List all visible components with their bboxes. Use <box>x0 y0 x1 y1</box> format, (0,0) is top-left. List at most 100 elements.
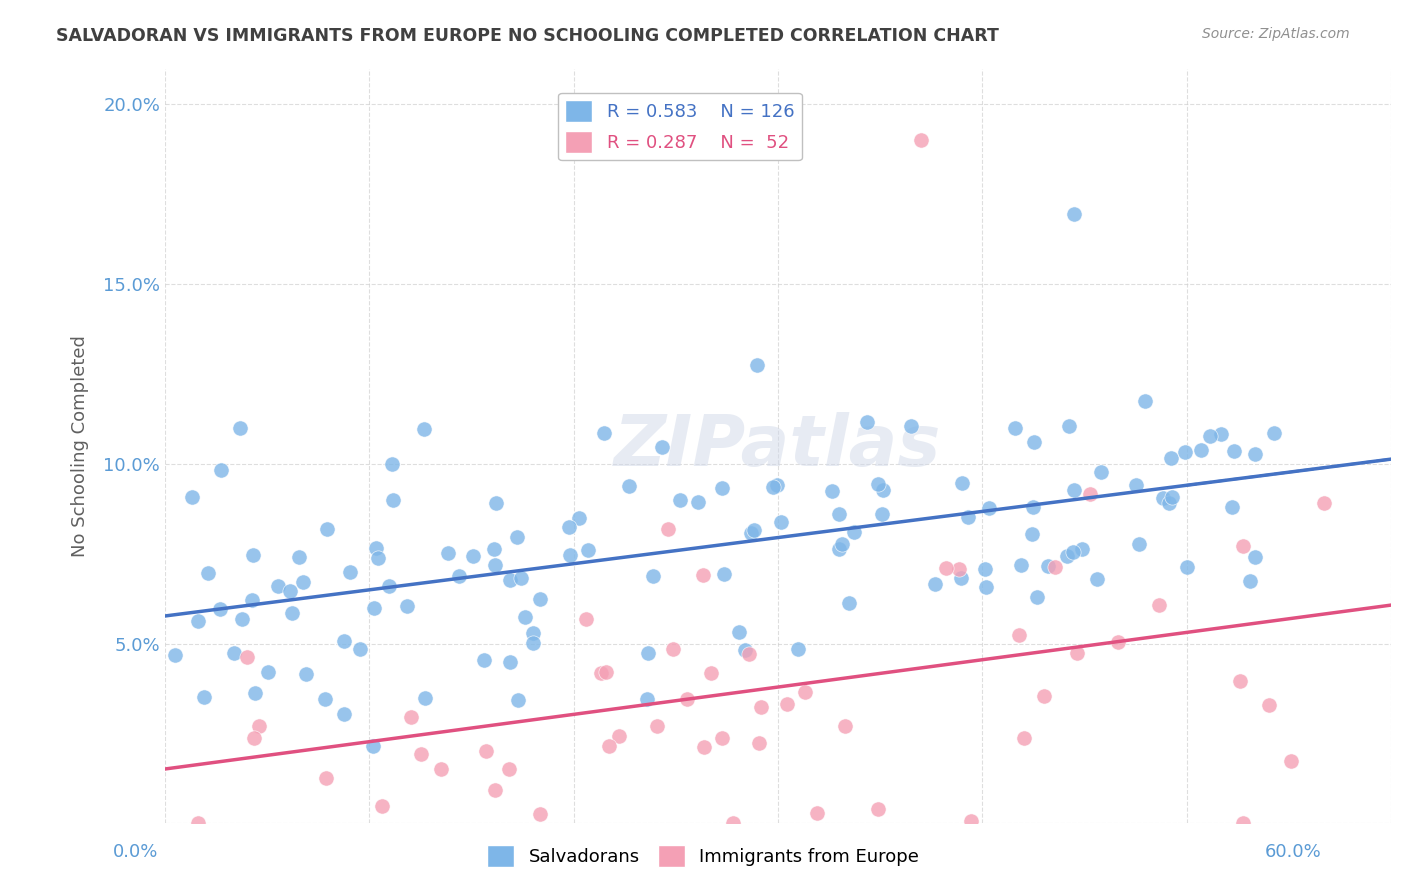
Point <box>1220 500 1243 514</box>
Point <box>960 814 983 829</box>
Point <box>744 523 766 537</box>
Point <box>1045 559 1067 574</box>
Point <box>361 739 384 753</box>
Point <box>181 490 204 504</box>
Point <box>381 458 404 472</box>
Point <box>765 477 787 491</box>
Point <box>974 580 997 594</box>
Point <box>1057 419 1080 434</box>
Point <box>870 508 893 522</box>
Point <box>1078 487 1101 501</box>
Point <box>686 495 709 509</box>
Point <box>242 548 264 562</box>
Point <box>770 516 793 530</box>
Point <box>745 359 768 373</box>
Point <box>186 614 208 628</box>
Point <box>711 481 734 495</box>
Point <box>1022 500 1045 515</box>
Point <box>499 573 522 587</box>
Point <box>377 580 399 594</box>
Point <box>381 493 404 508</box>
Point <box>1279 754 1302 768</box>
Point <box>974 562 997 576</box>
Point <box>529 591 551 606</box>
Point <box>1085 572 1108 586</box>
Point <box>1157 496 1180 510</box>
Point <box>288 550 311 565</box>
Text: 0.0%: 0.0% <box>112 843 157 861</box>
Point <box>1313 496 1336 510</box>
Point <box>1010 558 1032 573</box>
Point <box>278 583 301 598</box>
Point <box>838 596 860 610</box>
Text: 60.0%: 60.0% <box>1265 843 1322 861</box>
Point <box>1133 394 1156 409</box>
Point <box>165 648 187 662</box>
Point <box>1033 690 1056 704</box>
Point <box>349 642 371 657</box>
Point <box>948 562 970 576</box>
Point <box>515 610 537 624</box>
Point <box>738 647 761 661</box>
Point <box>593 426 616 441</box>
Point <box>1090 465 1112 479</box>
Point <box>193 690 215 704</box>
Point <box>1004 420 1026 434</box>
Point <box>197 566 219 580</box>
Point <box>557 520 579 534</box>
Point <box>508 693 530 707</box>
Point <box>776 698 799 712</box>
Point <box>827 507 849 521</box>
Point <box>956 510 979 524</box>
Point <box>794 684 817 698</box>
Point <box>560 548 582 562</box>
Point <box>693 739 716 754</box>
Point <box>510 571 533 585</box>
Point <box>617 479 640 493</box>
Point <box>645 719 668 733</box>
Point <box>1175 560 1198 574</box>
Point <box>1062 545 1084 559</box>
Point <box>700 665 723 680</box>
Point <box>636 692 658 706</box>
Point <box>1199 429 1222 443</box>
Point <box>721 816 744 830</box>
Point <box>529 807 551 822</box>
Point <box>485 496 508 510</box>
Point <box>806 805 828 820</box>
Point <box>1161 490 1184 504</box>
Point <box>868 801 890 815</box>
Point <box>413 691 436 706</box>
Point <box>484 558 506 572</box>
Point <box>240 593 263 607</box>
Point <box>641 568 664 582</box>
Point <box>868 477 890 491</box>
Point <box>713 567 735 582</box>
Point <box>371 799 394 814</box>
Point <box>1128 536 1150 550</box>
Point <box>437 546 460 560</box>
Point <box>676 692 699 706</box>
Point <box>834 718 856 732</box>
Point <box>598 739 620 753</box>
Point <box>977 501 1000 516</box>
Point <box>1189 442 1212 457</box>
Y-axis label: No Schooling Completed: No Schooling Completed <box>72 335 89 557</box>
Text: ZIPatlas: ZIPatlas <box>614 411 942 481</box>
Point <box>657 522 679 536</box>
Point <box>395 599 418 613</box>
Point <box>1257 698 1279 713</box>
Point <box>1066 646 1088 660</box>
Point <box>872 483 894 497</box>
Point <box>461 549 484 563</box>
Point <box>247 719 270 733</box>
Point <box>568 511 591 525</box>
Point <box>949 571 972 585</box>
Point <box>339 565 361 579</box>
Point <box>1243 549 1265 564</box>
Point <box>447 568 470 582</box>
Point <box>292 575 315 590</box>
Point <box>1012 731 1035 746</box>
Point <box>1229 674 1251 689</box>
Point <box>740 525 762 540</box>
